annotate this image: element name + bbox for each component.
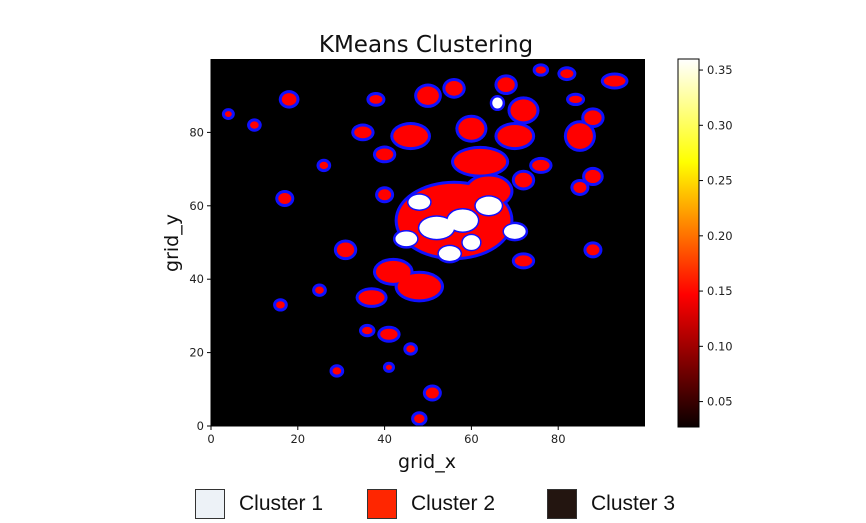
colorbar-tick-label: 0.05 xyxy=(707,395,733,409)
cluster-2-region xyxy=(393,125,429,148)
cluster-2-region xyxy=(514,172,533,188)
colorbar-tick-label: 0.25 xyxy=(707,174,733,188)
cluster-2-region xyxy=(425,387,439,399)
legend-swatch-cluster-1 xyxy=(195,489,225,519)
cluster-2-region xyxy=(319,161,329,170)
colorbar: 0.05 0.10 0.15 0.20 0.25 0.30 0.35 xyxy=(677,58,733,428)
x-axis-label: grid_x xyxy=(398,451,456,473)
cluster-2-region xyxy=(336,242,355,258)
x-tick-label: 40 xyxy=(377,432,392,446)
legend-swatch-cluster-3 xyxy=(547,489,577,519)
chart: KMeans Clustering 0 20 40 60 80 0 20 40 60 80 gr… xyxy=(161,32,733,473)
cluster-2-region xyxy=(584,110,602,126)
y-tick-label: 40 xyxy=(189,272,204,286)
x-tick-label: 80 xyxy=(551,432,566,446)
cluster-2-region xyxy=(560,69,574,79)
legend-item-cluster-1: Cluster 1 xyxy=(195,488,323,520)
colorbar-tick-label: 0.30 xyxy=(707,118,733,132)
cluster-1-region xyxy=(492,97,503,109)
cluster-2-region xyxy=(445,81,463,96)
y-tick-label: 20 xyxy=(189,346,204,360)
cluster-2-region xyxy=(458,117,485,140)
legend-swatch-cluster-2 xyxy=(367,489,397,519)
colorbar-tick-label: 0.15 xyxy=(707,284,733,298)
legend-label-cluster-1: Cluster 1 xyxy=(239,492,324,515)
chart-title: KMeans Clustering xyxy=(319,32,533,58)
cluster-2-region xyxy=(378,189,392,201)
colorbar-gradient xyxy=(677,58,700,428)
cluster-2-region xyxy=(278,192,292,204)
cluster-2-region xyxy=(454,148,507,175)
cluster-2-region xyxy=(510,99,537,122)
legend-item-cluster-2: Cluster 2 xyxy=(367,488,495,520)
colorbar-tick-label: 0.10 xyxy=(707,339,733,353)
cluster-2-region xyxy=(385,364,392,370)
cluster-2-region xyxy=(603,75,626,87)
cluster-1-region xyxy=(475,196,502,215)
cluster-2-region xyxy=(362,326,373,335)
legend-label-cluster-3: Cluster 3 xyxy=(591,492,676,515)
y-tick-label: 80 xyxy=(189,125,204,139)
cluster-1-region xyxy=(408,194,431,210)
cluster-2-region xyxy=(276,301,285,309)
cluster-2-region xyxy=(586,244,600,256)
colorbar-tick-label: 0.20 xyxy=(707,229,733,243)
cluster-2-region xyxy=(250,121,259,129)
cluster-2-region xyxy=(358,290,385,305)
cluster-1-region xyxy=(395,231,418,247)
legend-label-cluster-2: Cluster 2 xyxy=(411,492,496,515)
cluster-2-region xyxy=(417,86,439,105)
cluster-2-region xyxy=(467,176,511,206)
y-axis: 0 20 40 60 80 xyxy=(189,59,212,433)
cluster-2-region xyxy=(315,286,324,294)
x-axis: 0 20 40 60 80 xyxy=(207,425,645,446)
cluster-2-region xyxy=(497,125,533,148)
cluster-2-region xyxy=(535,66,547,74)
cluster-2-region xyxy=(281,93,297,106)
legend: Cluster 1 Cluster 2 Cluster 3 xyxy=(0,486,866,522)
cluster-2-region xyxy=(414,414,425,424)
cluster-2-region xyxy=(585,169,601,184)
cluster-2-region xyxy=(406,345,415,353)
cluster-2-region xyxy=(497,77,515,93)
cluster-2-region xyxy=(375,260,411,283)
cluster-2-region xyxy=(397,273,442,300)
cluster-1-region xyxy=(503,224,526,239)
cluster-2-region xyxy=(532,159,550,171)
cluster-1-region xyxy=(447,209,478,232)
plot-area xyxy=(211,59,645,426)
x-tick-label: 20 xyxy=(290,432,305,446)
cluster-2-region xyxy=(332,367,342,375)
cluster-2-region xyxy=(569,95,583,104)
cluster-2-region xyxy=(514,255,533,267)
x-tick-label: 60 xyxy=(464,432,479,446)
cluster-2-region xyxy=(380,328,398,340)
cluster-2-region xyxy=(573,181,587,193)
cluster-2-region xyxy=(354,126,372,139)
cluster-2-region xyxy=(566,123,593,149)
cluster-1-region xyxy=(438,246,461,261)
y-axis-label: grid_y xyxy=(161,214,183,272)
y-tick-label: 0 xyxy=(197,419,204,433)
legend-item-cluster-3: Cluster 3 xyxy=(547,488,675,520)
cluster-1-region xyxy=(462,235,481,250)
x-tick-label: 0 xyxy=(207,432,214,446)
cluster-2-region xyxy=(369,94,383,104)
y-tick-label: 60 xyxy=(189,199,204,213)
cluster-2-region xyxy=(224,111,232,117)
cluster-1-region xyxy=(419,216,455,239)
cluster-2-region xyxy=(375,148,394,161)
colorbar-tick-label: 0.35 xyxy=(707,63,733,77)
